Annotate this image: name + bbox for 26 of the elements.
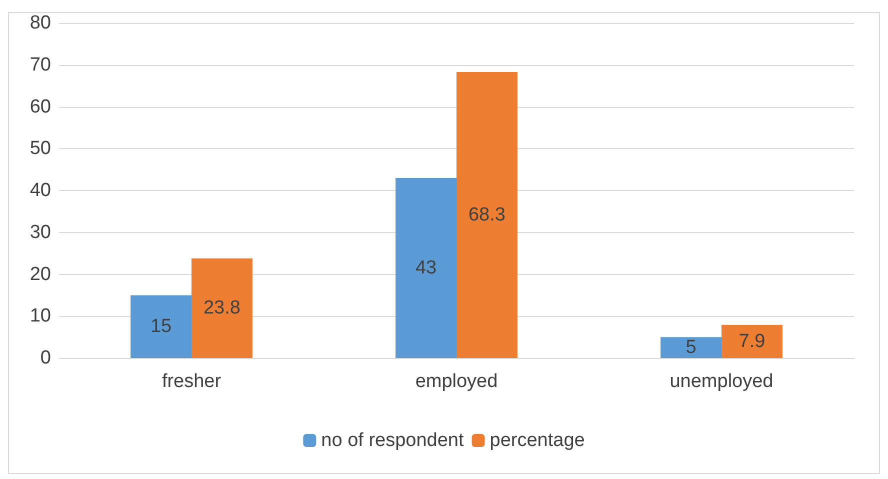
- y-tick-label: 30: [30, 222, 51, 243]
- data-label: 7.9: [738, 330, 766, 352]
- y-tick-label: 40: [30, 180, 51, 201]
- y-tick-label: 10: [30, 306, 51, 327]
- y-tick-label: 0: [40, 348, 51, 368]
- y-tick-label: 80: [30, 12, 51, 34]
- bar: [722, 324, 782, 358]
- bar: [456, 72, 518, 358]
- data-label: 15: [150, 316, 172, 338]
- data-label: 23.8: [203, 298, 240, 319]
- data-label: 5: [686, 337, 696, 358]
- legend-label: no of respondent: [321, 430, 464, 451]
- y-tick-label: 50: [30, 138, 51, 160]
- bar: [396, 178, 456, 358]
- y-tick-label: 70: [30, 54, 51, 76]
- x-tick-label: employed: [415, 371, 498, 392]
- bar: [130, 295, 192, 358]
- x-tick-label: fresher: [162, 371, 222, 392]
- bar: [660, 337, 722, 358]
- data-label: 68.3: [468, 204, 506, 226]
- y-tick-label: 60: [30, 96, 51, 118]
- legend-label: percentage: [490, 430, 585, 451]
- bar: [192, 258, 252, 358]
- data-label: 43: [415, 257, 437, 278]
- y-tick-label: 20: [30, 264, 51, 285]
- x-tick-label: unemployed: [670, 371, 774, 392]
